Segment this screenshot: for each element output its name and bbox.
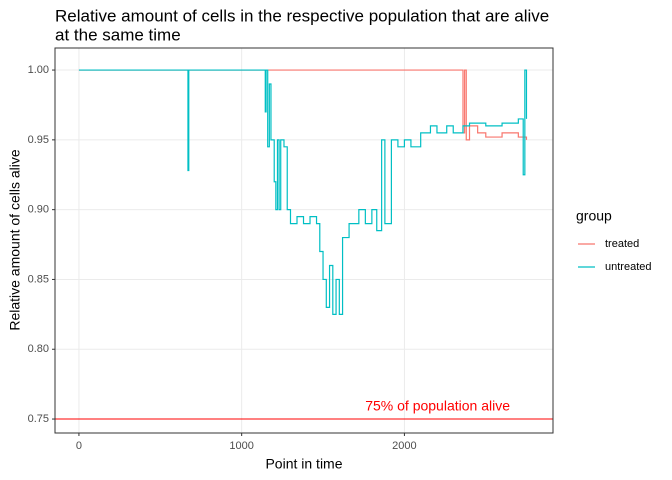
x-tick-label: 1000 [229,440,253,452]
y-tick-label: 0.80 [28,343,49,355]
chart-title: Relative amount of cells in the respecti… [55,6,549,25]
chart-title: at the same time [55,25,181,44]
legend-title: group [576,208,612,224]
y-tick-label: 0.75 [28,413,49,425]
x-tick-label: 0 [76,440,82,452]
legend-label: treated [605,238,639,250]
y-tick-label: 0.90 [28,204,49,216]
y-tick-label: 0.95 [28,134,49,146]
y-tick-label: 1.00 [28,64,49,76]
reference-label: 75% of population alive [365,398,510,414]
x-tick-label: 2000 [392,440,416,452]
x-axis-label: Point in time [265,456,342,472]
series-line [78,69,528,141]
legend-label: untreated [605,261,651,273]
plot-border [54,47,554,434]
y-axis-label: Relative amount of cells alive [7,149,23,331]
y-tick-label: 0.85 [28,273,49,285]
series-line [78,69,528,315]
